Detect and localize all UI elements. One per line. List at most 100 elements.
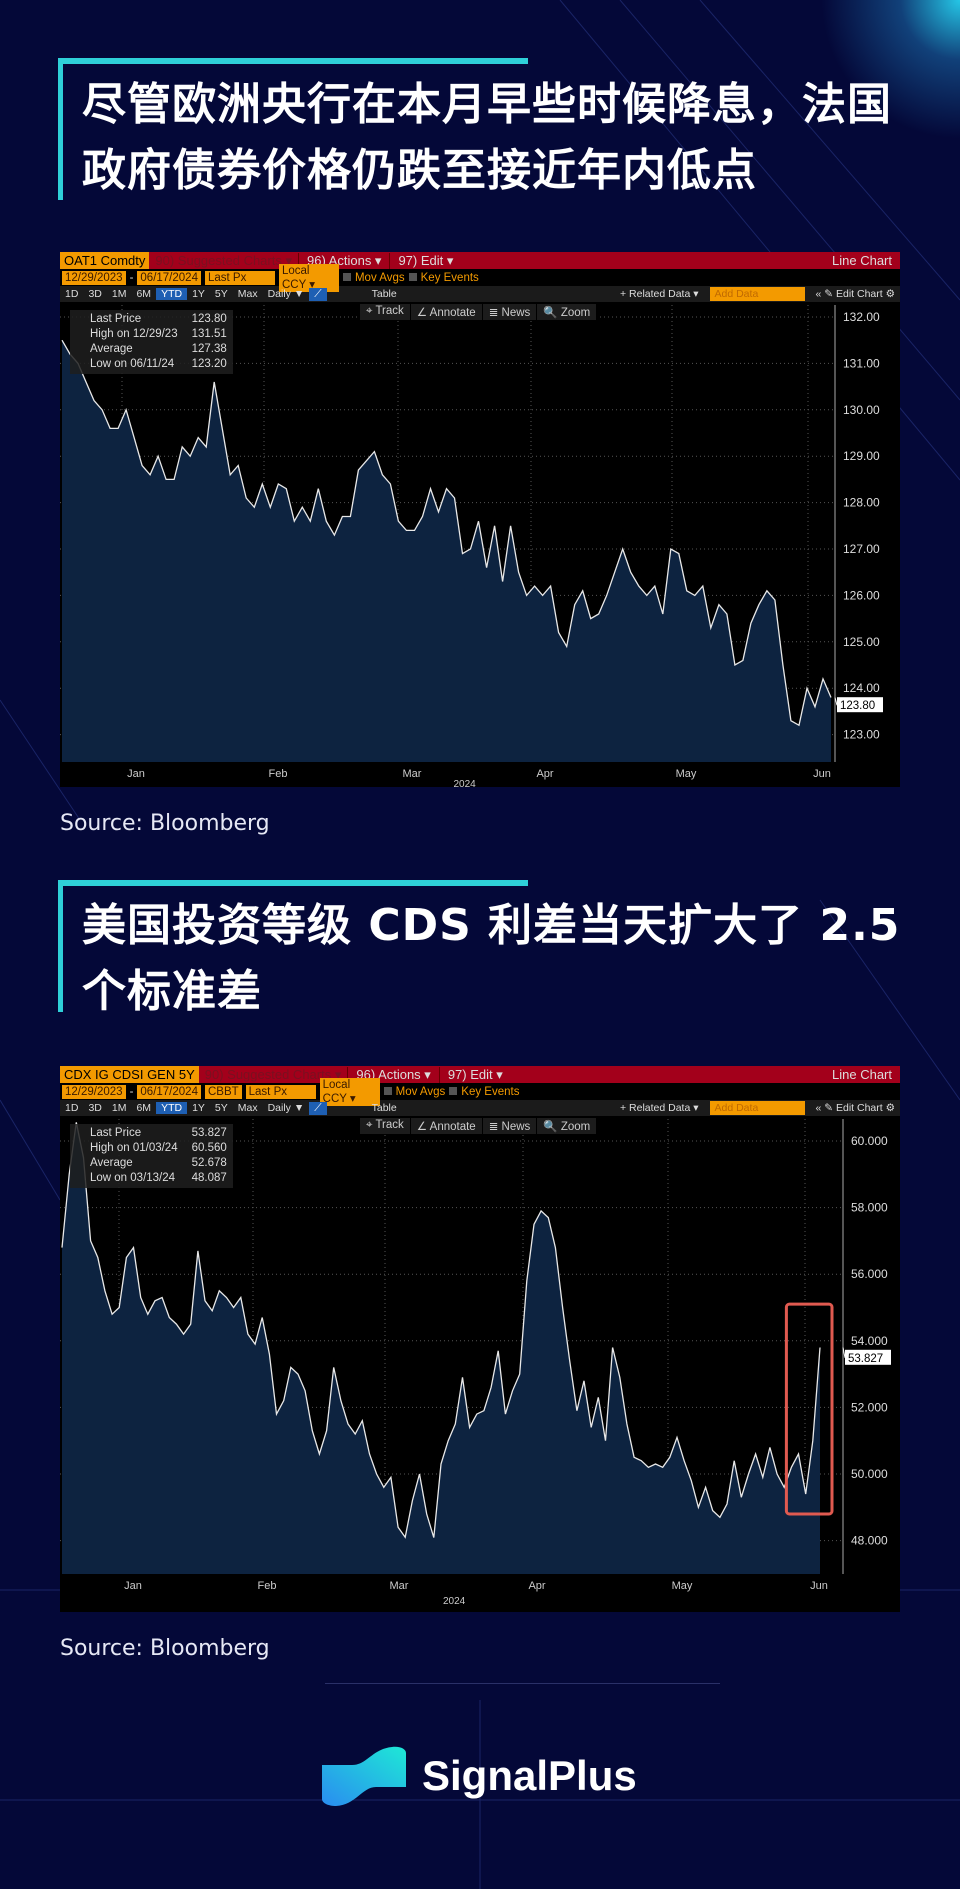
- period-3d-button[interactable]: 3D: [88, 288, 102, 300]
- period-3d-button[interactable]: 3D: [88, 1102, 102, 1114]
- x-tick-label: Apr: [536, 768, 553, 780]
- edit-chart-button[interactable]: « ✎ Edit Chart ⚙: [815, 1102, 896, 1114]
- related-data-button[interactable]: + Related Data ▾: [619, 1102, 699, 1114]
- title-accent-vbar: [58, 58, 63, 200]
- edit-chart-button[interactable]: « ✎ Edit Chart ⚙: [815, 288, 896, 300]
- x-axis-label: 2024: [443, 1596, 466, 1607]
- y-tick-label: 48.000: [851, 1534, 888, 1548]
- last-price-tag: [837, 697, 883, 713]
- add-data-input[interactable]: Add Data: [709, 1101, 805, 1115]
- period-1y-button[interactable]: 1Y: [192, 1102, 205, 1114]
- line-chart-icon[interactable]: ⟋: [309, 1101, 327, 1115]
- start-date-field[interactable]: 12/29/2023: [62, 270, 126, 285]
- add-data-input[interactable]: Add Data: [709, 287, 805, 301]
- y-tick-label: 130.00: [843, 403, 880, 417]
- tool-button[interactable]: ⌖ Track: [360, 304, 411, 320]
- mov-avgs-checkbox[interactable]: Mov Avgs: [384, 1086, 446, 1098]
- edit-menu[interactable]: 97) Edit ▾: [389, 252, 461, 269]
- period-1m-button[interactable]: 1M: [111, 288, 127, 300]
- chart-legend: Last Price 123.80 High on 12/29/23 131.51 Av…: [70, 310, 233, 374]
- highlight-box: [784, 1302, 834, 1516]
- last-price-label: 123.80: [840, 700, 875, 712]
- x-tick-label: Feb: [269, 768, 288, 780]
- terminal-menu-bar: OAT1 Comdty 90) Suggested Charts ▾ 96) A…: [60, 252, 900, 269]
- chart-tools: ⌖ Track ∠ Annotate ≣ News 🔍 Zoom: [360, 1118, 598, 1134]
- table-button[interactable]: Table: [371, 288, 397, 300]
- legend-row: Low on 03/13/24 48.087: [90, 1172, 227, 1184]
- end-date-field[interactable]: 06/17/2024: [137, 270, 201, 285]
- tool-button[interactable]: 🔍 Zoom: [537, 1118, 598, 1134]
- signalplus-logo: SignalPlus: [322, 1745, 637, 1807]
- y-tick-label: 129.00: [843, 449, 880, 463]
- period-6m-button[interactable]: 6M: [136, 288, 152, 300]
- period-1m-button[interactable]: 1M: [111, 1102, 127, 1114]
- period-daily-button[interactable]: Daily ▼: [267, 288, 305, 300]
- options-row: 12/29/2023- 06/17/2024 CBBT Last Px Loca…: [60, 1077, 900, 1106]
- period-1y-button[interactable]: 1Y: [192, 288, 205, 300]
- ticker-field[interactable]: CDX IG CDSI GEN 5Y: [60, 1066, 199, 1083]
- plot-area: 60.000 58.000 56.000 54.000 52.000 50.000 48.0…: [60, 1119, 891, 1607]
- tool-button[interactable]: ∠ Annotate: [411, 304, 483, 320]
- section2-title: 美国投资等级 CDS 利差当天扩大了 2.5 个标准差: [82, 900, 901, 1017]
- series-area: [62, 1122, 820, 1574]
- legend-row: Average 127.38: [90, 343, 227, 355]
- period-1d-button[interactable]: 1D: [65, 1102, 79, 1114]
- field-select[interactable]: Last Px: [245, 1084, 316, 1099]
- key-events-checkbox[interactable]: Key Events: [449, 1086, 519, 1098]
- last-price-pointer: [842, 1347, 846, 1358]
- legend-row: High on 12/29/23 131.51: [90, 328, 227, 340]
- period-ytd-button[interactable]: YTD: [156, 288, 188, 300]
- tool-button[interactable]: ∠ Annotate: [411, 1118, 483, 1134]
- period-daily-button[interactable]: Daily ▼: [267, 1102, 305, 1114]
- table-button[interactable]: Table: [371, 1102, 397, 1114]
- x-tick-label: May: [672, 1580, 693, 1592]
- divider: [325, 1683, 720, 1684]
- source-field[interactable]: CBBT: [204, 1084, 242, 1099]
- key-events-checkbox[interactable]: Key Events: [409, 272, 479, 284]
- period-bar: 1D 3D 1M 6M YTD 1Y 5Y Max Daily ▼ ⟋ Table + Relate…: [60, 1100, 900, 1116]
- edit-menu[interactable]: 97) Edit ▾: [438, 1066, 511, 1083]
- x-tick-label: Feb: [258, 1580, 277, 1592]
- period-1d-button[interactable]: 1D: [65, 288, 79, 300]
- period-ytd-button[interactable]: YTD: [156, 1102, 188, 1114]
- y-tick-label: 50.000: [851, 1467, 888, 1481]
- mov-avgs-checkbox[interactable]: Mov Avgs: [343, 272, 405, 284]
- y-tick-label: 52.000: [851, 1400, 888, 1414]
- chart-type-label: Line Chart: [832, 1067, 892, 1082]
- y-tick-label: 126.00: [843, 588, 880, 602]
- title-accent-vbar: [58, 880, 63, 1012]
- period-max-button[interactable]: Max: [237, 288, 258, 300]
- currency-select[interactable]: Local CCY ▾: [278, 263, 339, 292]
- start-date-field[interactable]: 12/29/2023: [62, 1084, 126, 1099]
- y-tick-label: 131.00: [843, 356, 880, 370]
- period-5y-button[interactable]: 5Y: [214, 1102, 228, 1114]
- x-tick-label: Mar: [403, 768, 422, 780]
- ticker-field[interactable]: OAT1 Comdty: [60, 252, 150, 269]
- line-chart-icon[interactable]: ⟋: [309, 287, 327, 301]
- series-line: [61, 1122, 821, 1539]
- section2-source: Source: Bloomberg: [60, 1636, 270, 1661]
- x-tick-label: Jun: [810, 1580, 828, 1592]
- tool-button[interactable]: ≣ News: [483, 1118, 538, 1134]
- tool-button[interactable]: ⌖ Track: [360, 1118, 411, 1134]
- period-max-button[interactable]: Max: [237, 1102, 258, 1114]
- y-tick-label: 124.00: [843, 681, 880, 695]
- y-tick-label: 128.00: [843, 496, 880, 510]
- end-date-field[interactable]: 06/17/2024: [137, 1084, 201, 1099]
- title-accent-bar: [58, 58, 528, 64]
- field-select[interactable]: Last Px: [204, 270, 275, 285]
- period-5y-button[interactable]: 5Y: [214, 288, 228, 300]
- related-data-button[interactable]: + Related Data ▾: [619, 288, 699, 300]
- legend-row: Last Price 123.80: [90, 313, 227, 325]
- y-tick-label: 54.000: [851, 1334, 888, 1348]
- legend-row: Last Price 53.827: [90, 1127, 227, 1139]
- currency-select[interactable]: Local CCY ▾: [319, 1077, 380, 1106]
- tool-button[interactable]: 🔍 Zoom: [537, 304, 598, 320]
- signalplus-logo-icon: [322, 1746, 406, 1806]
- suggested-charts-menu[interactable]: 90) Suggested Charts ▾: [155, 252, 292, 268]
- period-6m-button[interactable]: 6M: [136, 1102, 152, 1114]
- y-tick-label: 60.000: [851, 1134, 888, 1148]
- tool-button[interactable]: ≣ News: [483, 304, 538, 320]
- suggested-charts-menu[interactable]: 90) Suggested Charts ▾: [204, 1066, 342, 1082]
- legend-row: Low on 06/11/24 123.20: [90, 358, 227, 370]
